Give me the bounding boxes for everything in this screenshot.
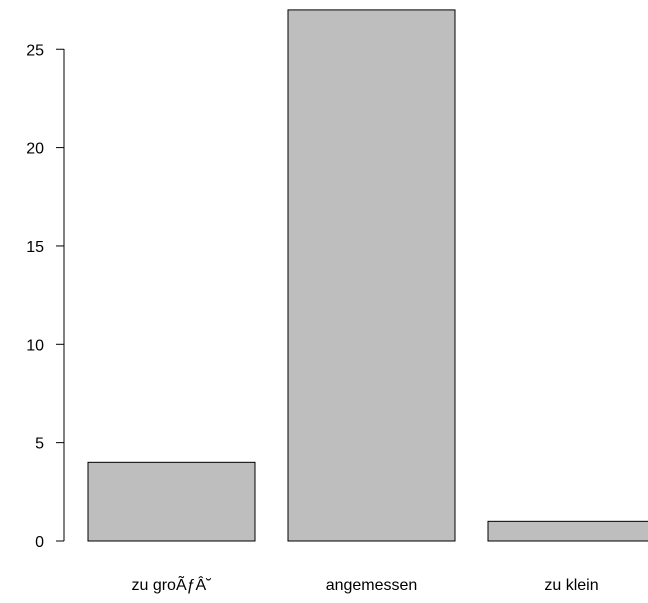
y-tick-label: 15 [26, 239, 44, 256]
bar [87, 461, 256, 542]
category-label: zu groÃƒÂ˘ [131, 574, 211, 594]
bars [87, 9, 648, 542]
category-labels: zu groÃƒÂ˘ angemessen zu klein [131, 574, 598, 594]
category-label: angemessen [326, 577, 418, 594]
bar [287, 9, 456, 542]
y-tick-label: 20 [26, 141, 44, 158]
y-axis-ticks: 0 5 10 15 20 25 [26, 42, 64, 551]
y-tick-label: 0 [35, 534, 44, 551]
category-label: zu klein [544, 577, 598, 594]
y-tick-label: 5 [35, 436, 44, 453]
y-tick-label: 25 [26, 42, 44, 59]
bar [487, 520, 648, 542]
y-tick-label: 10 [26, 337, 44, 354]
